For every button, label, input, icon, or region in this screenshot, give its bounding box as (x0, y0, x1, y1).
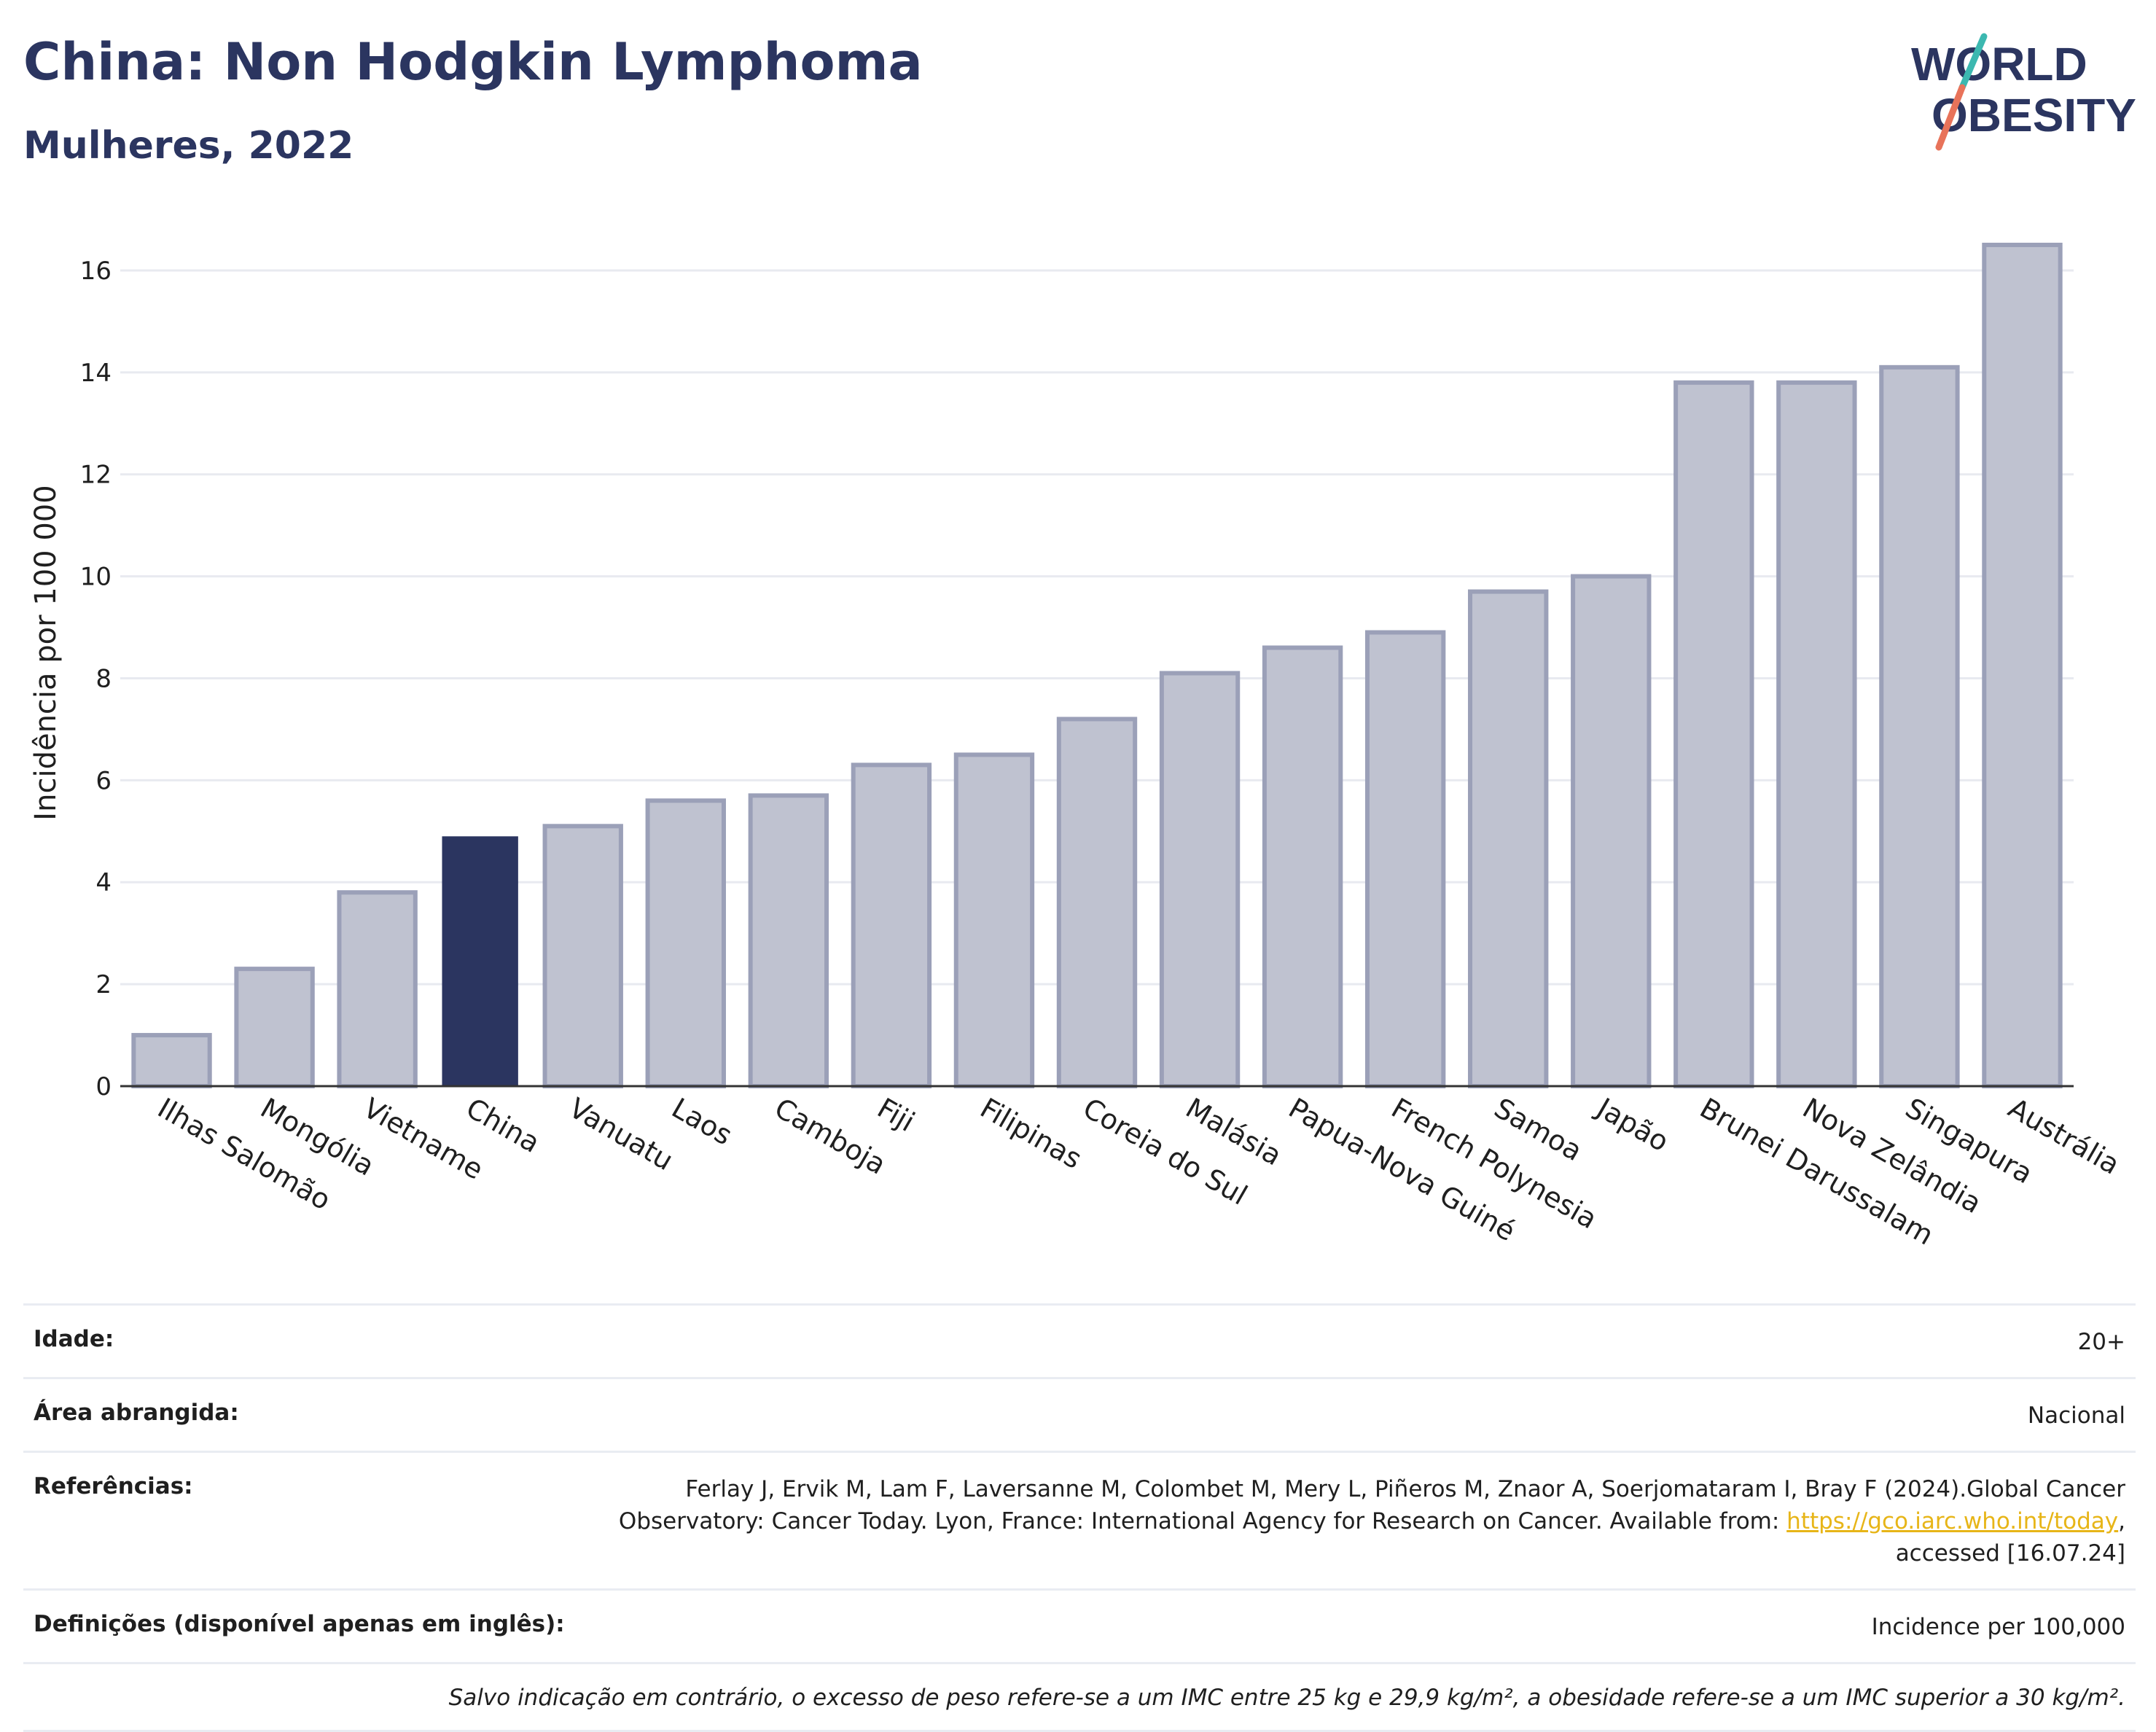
x-tick-label: Laos (666, 1092, 738, 1152)
y-tick-label: 14 (80, 359, 112, 388)
x-tick-label: Vanuatu (563, 1092, 679, 1177)
y-tick-label: 4 (95, 868, 112, 897)
world-obesity-logo: WORLD OBESITY (1911, 33, 2136, 151)
chart-title: China: Non Hodgkin Lymphoma (23, 32, 923, 92)
bar (1056, 717, 1138, 1088)
bar (953, 752, 1035, 1088)
definitions-row: Definições (disponível apenas em inglês)… (23, 1588, 2136, 1662)
bar (748, 793, 829, 1089)
bar (1673, 380, 1754, 1088)
x-tick-label: Fiji (872, 1092, 920, 1138)
bar (234, 967, 315, 1088)
bar-chart: 0 2 4 6 8 10 12 14 16 Incidência por 100 000 Ilhas… (29, 242, 2125, 1252)
age-value: 20+ (2077, 1329, 2125, 1355)
info-table: Idade: 20+ Área abrangida: Nacional Refe… (23, 1303, 2136, 1732)
reference-line-2: Observatory: Cancer Today. Lyon, France:… (618, 1508, 1787, 1534)
reference-link[interactable]: https://gco.iarc.who.int/today (1786, 1508, 2119, 1534)
bar (1159, 671, 1241, 1088)
bar (337, 890, 418, 1088)
y-tick-label: 0 (95, 1072, 112, 1101)
x-tick-label: Camboja (769, 1092, 891, 1181)
area-label: Área abrangida: (34, 1400, 239, 1426)
bar-highlighted (442, 836, 518, 1086)
bar (1776, 380, 1857, 1088)
chart-subtitle: Mulheres, 2022 (23, 124, 354, 168)
reference-line-1: Ferlay J, Ervik M, Lam F, Laversanne M, … (685, 1476, 2125, 1502)
bar (1982, 242, 2063, 1088)
x-tick-label: Japão (1590, 1091, 1674, 1158)
references-row: Referências: Ferlay J, Ervik M, Lam F, L… (23, 1451, 2136, 1588)
y-tick-label: 12 (80, 461, 112, 490)
area-value: Nacional (2027, 1403, 2125, 1429)
note-row: Salvo indicação em contrário, o excesso … (23, 1662, 2136, 1732)
bar (1364, 630, 1446, 1088)
bar (1468, 589, 1549, 1088)
definitions-value: Incidence per 100,000 (1871, 1614, 2125, 1640)
svg-text:WORLD: WORLD (1911, 38, 2087, 90)
references-label: Referências: (34, 1473, 193, 1499)
reference-line-3: accessed [16.07.24] (1895, 1540, 2125, 1567)
bar (1879, 364, 1960, 1088)
bar (851, 762, 932, 1089)
bar (1262, 645, 1343, 1088)
area-row: Área abrangida: Nacional (23, 1377, 2136, 1451)
y-tick-label: 16 (80, 257, 112, 286)
y-tick-label: 6 (95, 766, 112, 795)
y-axis-label: Incidência por 100 000 (29, 485, 63, 820)
bar (542, 824, 623, 1089)
x-tick-label: Ilhas Salomão (152, 1092, 336, 1217)
bar (1571, 574, 1652, 1088)
y-tick-label: 2 (95, 970, 112, 999)
reference-line-2-end: , (2118, 1508, 2125, 1534)
y-tick-label: 10 (80, 563, 112, 592)
references-value: Ferlay J, Ervik M, Lam F, Laversanne M, … (619, 1473, 2125, 1569)
y-tick-label: 8 (95, 664, 112, 693)
age-label: Idade: (34, 1326, 114, 1352)
bar (645, 798, 726, 1089)
x-tick-label: Filipinas (975, 1092, 1087, 1175)
svg-text:OBESITY: OBESITY (1932, 89, 2136, 141)
age-row: Idade: 20+ (23, 1303, 2136, 1377)
bar (131, 1033, 212, 1089)
footnote: Salvo indicação em contrário, o excesso … (448, 1685, 2125, 1711)
definitions-label: Definições (disponível apenas em inglês)… (34, 1611, 565, 1637)
